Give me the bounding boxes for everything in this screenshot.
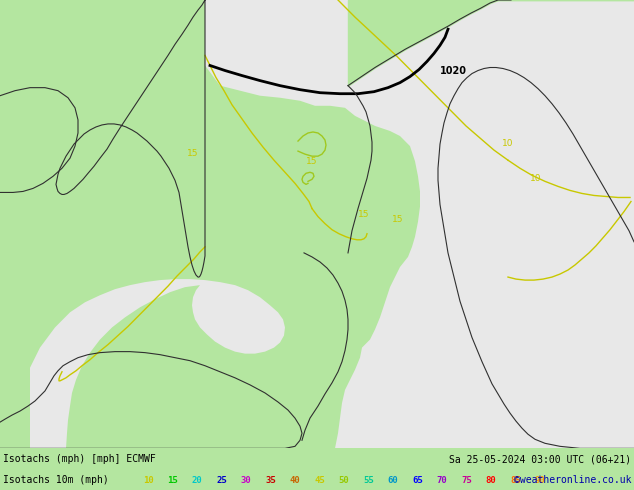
Text: 10: 10 xyxy=(143,476,153,485)
Polygon shape xyxy=(30,279,285,448)
Text: 1020: 1020 xyxy=(440,66,467,75)
Text: 55: 55 xyxy=(363,476,374,485)
Text: 50: 50 xyxy=(339,476,349,485)
Text: 45: 45 xyxy=(314,476,325,485)
Text: 60: 60 xyxy=(387,476,398,485)
Text: 80: 80 xyxy=(486,476,496,485)
Text: 15: 15 xyxy=(167,476,178,485)
Text: 15: 15 xyxy=(306,157,318,166)
Text: 65: 65 xyxy=(412,476,423,485)
Text: Isotachs (mph) [mph] ECMWF: Isotachs (mph) [mph] ECMWF xyxy=(3,454,156,464)
Polygon shape xyxy=(205,0,634,448)
Text: 15: 15 xyxy=(358,210,370,219)
Text: 20: 20 xyxy=(191,476,202,485)
Text: 10: 10 xyxy=(530,174,541,183)
Text: 15: 15 xyxy=(187,149,198,158)
Text: 40: 40 xyxy=(290,476,301,485)
Text: 15: 15 xyxy=(392,215,403,223)
Text: ©weatheronline.co.uk: ©weatheronline.co.uk xyxy=(514,475,631,485)
Text: 85: 85 xyxy=(510,476,521,485)
Text: Sa 25-05-2024 03:00 UTC (06+21): Sa 25-05-2024 03:00 UTC (06+21) xyxy=(449,454,631,464)
Text: 35: 35 xyxy=(265,476,276,485)
Text: 30: 30 xyxy=(241,476,251,485)
Text: 90: 90 xyxy=(534,476,545,485)
Text: 10: 10 xyxy=(502,139,514,148)
Text: 75: 75 xyxy=(461,476,472,485)
Text: Isotachs 10m (mph): Isotachs 10m (mph) xyxy=(3,475,109,485)
Text: 25: 25 xyxy=(216,476,227,485)
Text: 70: 70 xyxy=(437,476,448,485)
Polygon shape xyxy=(0,88,78,193)
